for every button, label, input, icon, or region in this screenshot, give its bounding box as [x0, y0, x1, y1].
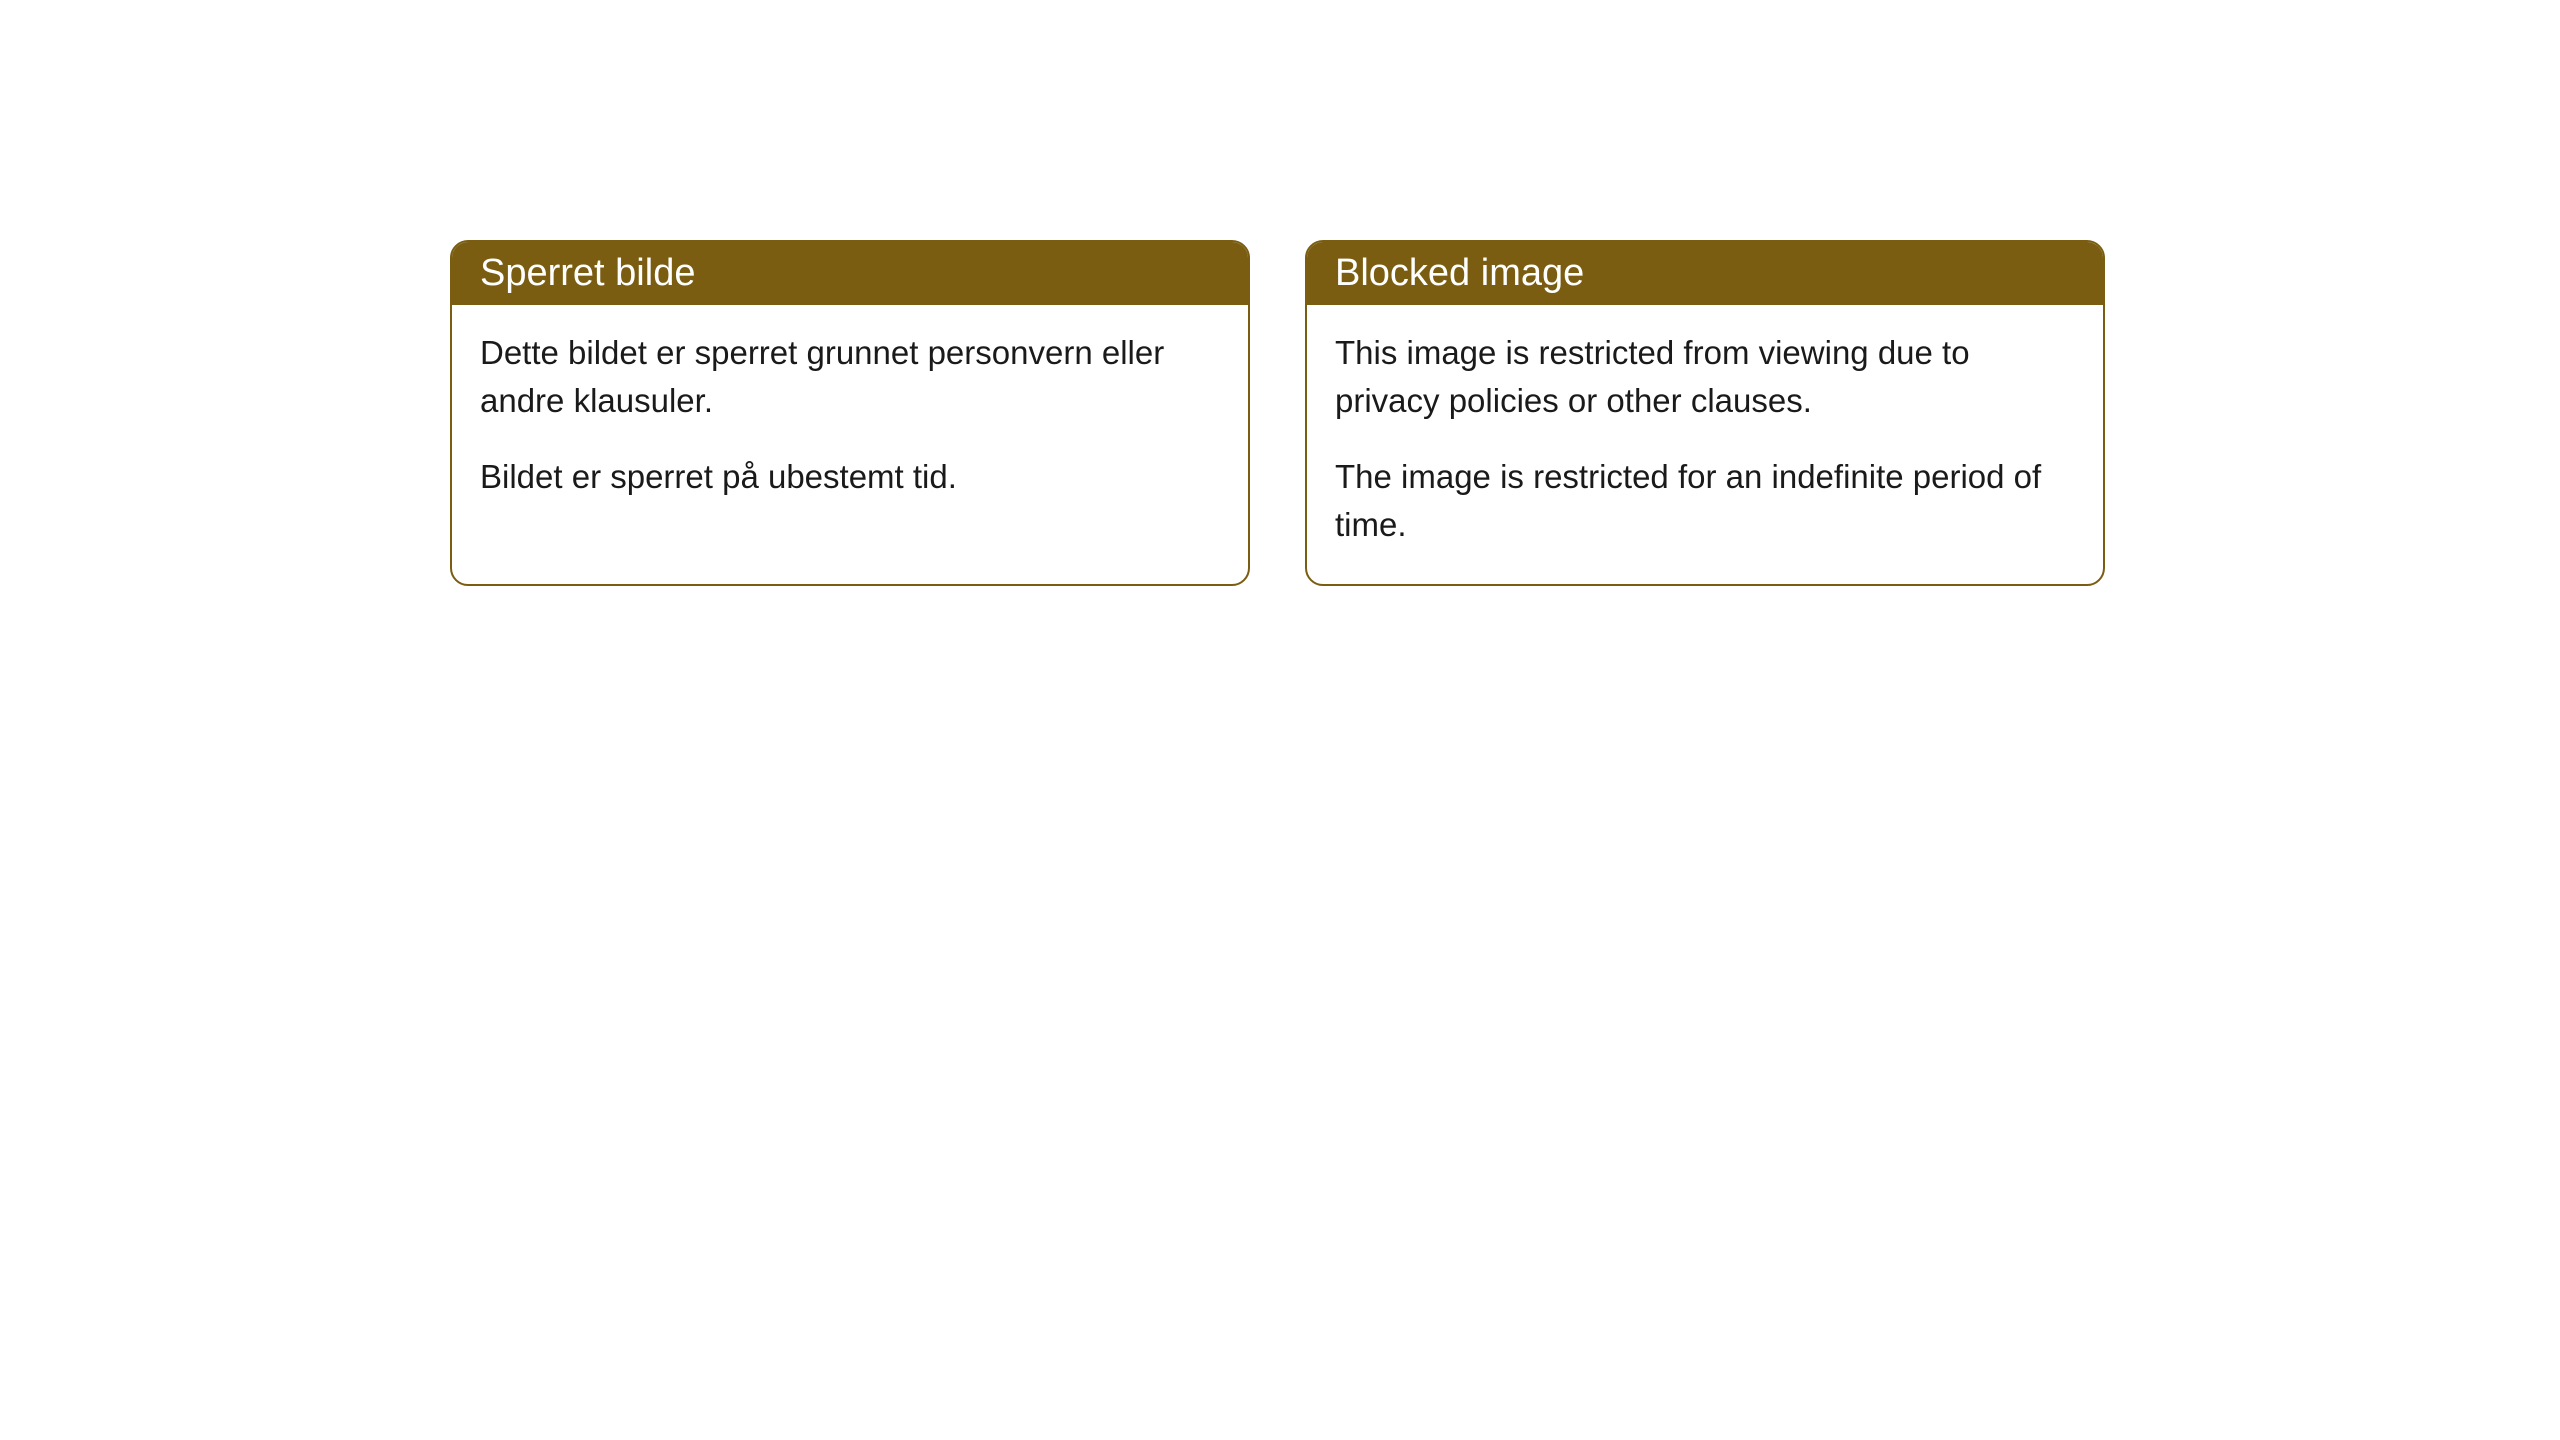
card-paragraph: Dette bildet er sperret grunnet personve…: [480, 329, 1220, 425]
card-body: Dette bildet er sperret grunnet personve…: [452, 305, 1248, 537]
notice-container: Sperret bilde Dette bildet er sperret gr…: [450, 240, 2105, 586]
card-title: Blocked image: [1335, 252, 1584, 294]
card-body: This image is restricted from viewing du…: [1307, 305, 2103, 584]
card-paragraph: This image is restricted from viewing du…: [1335, 329, 2075, 425]
notice-card-english: Blocked image This image is restricted f…: [1305, 240, 2105, 586]
card-paragraph: The image is restricted for an indefinit…: [1335, 453, 2075, 549]
card-paragraph: Bildet er sperret på ubestemt tid.: [480, 453, 1220, 501]
card-header: Blocked image: [1307, 242, 2103, 305]
notice-card-norwegian: Sperret bilde Dette bildet er sperret gr…: [450, 240, 1250, 586]
card-title: Sperret bilde: [480, 252, 695, 294]
card-header: Sperret bilde: [452, 242, 1248, 305]
